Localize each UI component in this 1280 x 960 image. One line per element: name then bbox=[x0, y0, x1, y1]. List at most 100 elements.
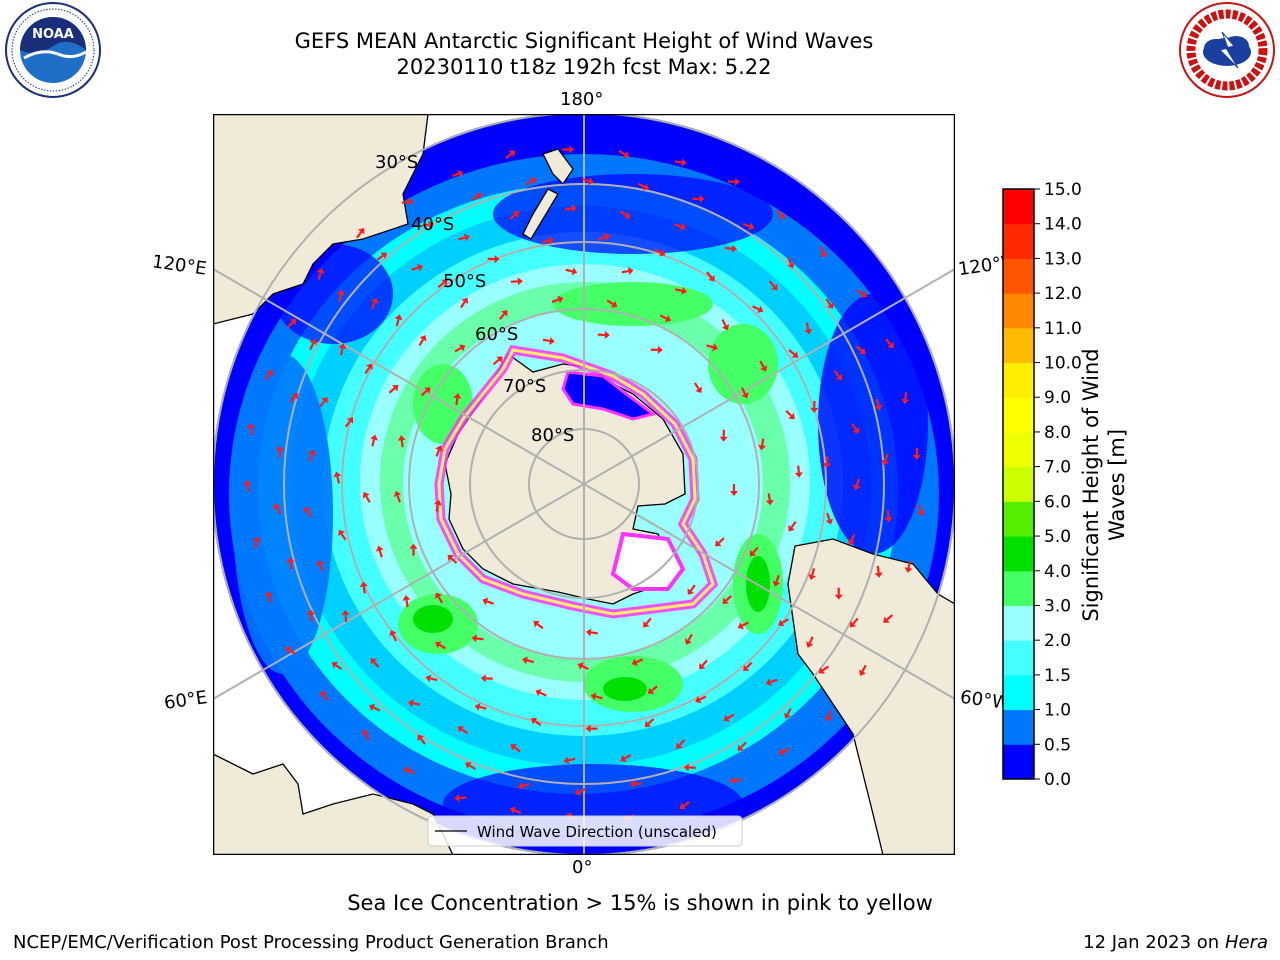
lon-label-lower-left: 60°E bbox=[162, 687, 209, 714]
wave-arrow-head bbox=[729, 776, 736, 785]
wave-arrow-head bbox=[389, 630, 397, 637]
wave-arrow bbox=[651, 685, 658, 692]
wave-arrow bbox=[411, 266, 419, 271]
wave-arrow-head bbox=[365, 363, 373, 370]
colorbar-band bbox=[1003, 258, 1034, 294]
wave-arrow-head bbox=[441, 279, 448, 287]
wave-arrow-head bbox=[719, 436, 728, 442]
wave-arrow bbox=[741, 621, 749, 627]
wave-arrow bbox=[498, 313, 506, 320]
wave-arrow bbox=[776, 209, 783, 217]
wave-arrow bbox=[371, 439, 376, 447]
wave-arrow-head bbox=[285, 646, 292, 654]
wave-arrow-head bbox=[695, 386, 703, 393]
wave-arrow bbox=[344, 420, 351, 428]
wave-arrow-head bbox=[501, 310, 508, 317]
wave-arrow-head bbox=[291, 393, 299, 400]
wave-arrow bbox=[590, 631, 598, 635]
wave-arrow bbox=[740, 741, 747, 749]
wave-arrow bbox=[454, 347, 462, 353]
wave-arrow-head bbox=[533, 620, 540, 628]
wave-arrow bbox=[811, 568, 816, 576]
wave-arrow bbox=[370, 301, 376, 310]
wave-arrow-head bbox=[571, 204, 577, 213]
wave-arrow-head bbox=[392, 385, 399, 392]
wave-arrow bbox=[635, 658, 644, 664]
wave-arrow-head bbox=[535, 689, 542, 697]
lat-label-50s: 50°S bbox=[443, 271, 486, 292]
wave-arrow-head bbox=[247, 423, 256, 429]
wave-arrow-head bbox=[362, 492, 370, 499]
wave-arrow bbox=[412, 702, 421, 706]
wave-arrow-head bbox=[518, 781, 524, 790]
wave-arrow-head bbox=[574, 788, 582, 796]
wave-arrow bbox=[264, 373, 271, 381]
wave-arrow-head bbox=[699, 662, 706, 670]
wave-arrow-head bbox=[494, 255, 500, 264]
wave-arrow bbox=[745, 661, 753, 669]
wave-arrow-head bbox=[741, 392, 749, 399]
wave-arrow bbox=[701, 659, 708, 667]
wave-arrow bbox=[886, 614, 894, 621]
wave-arrow-head bbox=[604, 330, 610, 339]
wave-arrow bbox=[289, 396, 296, 403]
wave-arrow-head bbox=[585, 628, 592, 637]
wave-arrow bbox=[309, 342, 315, 351]
wave-arrow bbox=[373, 661, 380, 668]
wave-arrow-head bbox=[825, 518, 834, 525]
wave-arrow-head bbox=[883, 616, 890, 623]
wave-arrow bbox=[435, 504, 440, 512]
wave-arrow bbox=[855, 478, 860, 486]
wave-arrow bbox=[479, 705, 487, 710]
wave-arrow bbox=[770, 678, 778, 684]
australia bbox=[213, 114, 429, 325]
wave-direction-arrows bbox=[243, 145, 925, 822]
wave-arrow-head bbox=[722, 597, 729, 604]
wave-arrow-head bbox=[428, 220, 434, 229]
wave-arrow-head bbox=[547, 236, 554, 245]
south-america bbox=[787, 534, 955, 855]
wave-arrow bbox=[659, 314, 668, 320]
lon-label-upper-left: 120°E bbox=[150, 251, 208, 280]
wave-arrow bbox=[851, 423, 857, 431]
wave-arrow-head bbox=[629, 779, 635, 788]
wave-arrow bbox=[421, 223, 430, 227]
wave-arrow bbox=[395, 318, 400, 327]
wave-arrow-head bbox=[577, 662, 584, 670]
wave-arrow-head bbox=[835, 373, 843, 381]
wave-arrow-head bbox=[569, 145, 575, 154]
sea-ice bbox=[434, 345, 719, 619]
wave-arrow bbox=[876, 565, 880, 573]
wave-arrow bbox=[396, 495, 401, 503]
wave-arrow-head bbox=[743, 664, 750, 672]
wave-arrow-head bbox=[380, 252, 387, 259]
wave-arrow bbox=[825, 456, 829, 464]
wave-arrow bbox=[364, 367, 371, 375]
colorbar-band bbox=[1003, 362, 1034, 398]
legend-label: Wind Wave Direction (unscaled) bbox=[477, 823, 717, 841]
wave-arrow bbox=[619, 210, 627, 217]
wave-arrow-head bbox=[624, 211, 631, 219]
wave-arrow bbox=[855, 345, 863, 352]
wave-arrow bbox=[861, 664, 867, 672]
wave-arrow-head bbox=[243, 479, 252, 486]
colorbar: 0.0 0.5 1.0 1.5 2.0 3.0 4.0 5.0 6.0 7.0 8.0 9.0 10.0… bbox=[1002, 180, 1082, 790]
wave-arrow-head bbox=[375, 545, 384, 552]
wave-arrow bbox=[373, 706, 381, 712]
wave-arrow bbox=[246, 484, 251, 492]
wave-arrow bbox=[309, 614, 313, 622]
wave-arrow-head bbox=[393, 490, 402, 498]
colorbar-label-line1: Significant Height of Wind bbox=[1079, 348, 1103, 622]
wave-arrow-head bbox=[403, 766, 411, 775]
colorbar-tick-label: 13.0 bbox=[1044, 249, 1082, 269]
wave-arrow-head bbox=[849, 621, 857, 628]
footer-left: NCEP/EMC/Verification Post Processing Pr… bbox=[13, 932, 609, 953]
wave-arrow-head bbox=[453, 393, 462, 399]
wave-arrow bbox=[534, 720, 542, 727]
colorbar-tick-label: 11.0 bbox=[1044, 319, 1082, 339]
wave-arrow-head bbox=[737, 622, 744, 630]
lat-label-60s: 60°S bbox=[475, 324, 518, 345]
wave-arrow bbox=[362, 586, 366, 594]
wave-arrow bbox=[693, 382, 700, 390]
wave-arrow bbox=[437, 596, 444, 604]
